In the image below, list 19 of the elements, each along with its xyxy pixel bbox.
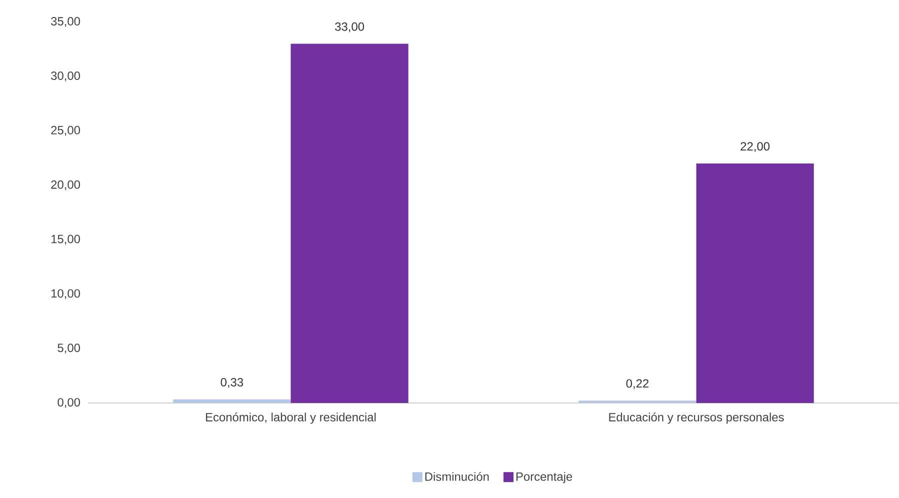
y-tick-label: 35,00 [51, 17, 80, 27]
legend-label: Disminución [425, 472, 489, 481]
bar [173, 399, 291, 403]
x-tick-label: Económico, laboral y residencial [206, 412, 376, 424]
bar [696, 164, 814, 403]
bar [290, 44, 408, 403]
y-tick-label: 0,00 [58, 398, 80, 408]
y-tick-label: 10,00 [51, 289, 80, 300]
data-label: 33,00 [335, 22, 364, 32]
y-tick-label: 30,00 [51, 71, 80, 82]
data-label: 0,22 [626, 379, 648, 390]
y-tick-label: 5,00 [58, 344, 80, 354]
x-tick-label: Educación y recursos personales [609, 412, 784, 424]
data-label: 0,33 [220, 378, 244, 388]
y-tick-label: 25,00 [51, 126, 80, 136]
data-label: 22,00 [740, 142, 770, 152]
y-tick-label: 20,00 [51, 180, 80, 190]
y-tick-label: 15,00 [51, 234, 80, 245]
legend-label: Porcentaje [516, 472, 572, 484]
